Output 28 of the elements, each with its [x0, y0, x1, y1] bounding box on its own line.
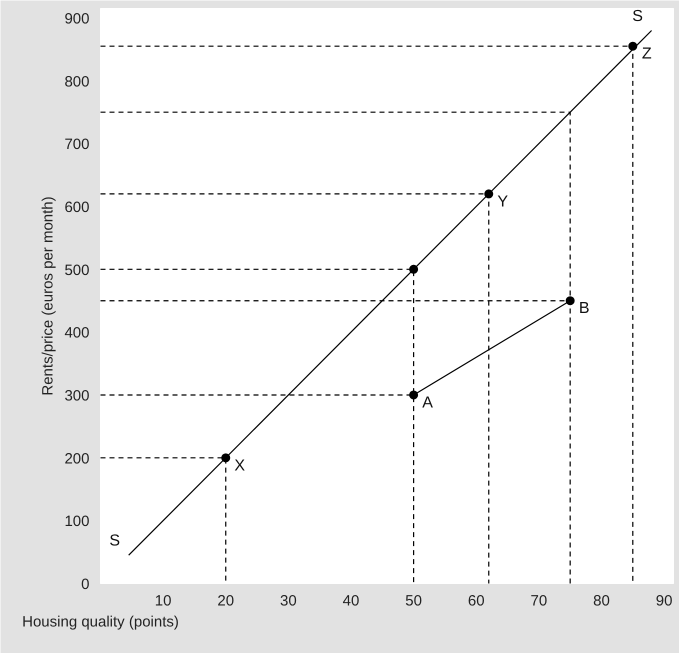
x-tick-label: 20 [217, 592, 234, 610]
y-tick-label: 700 [64, 136, 90, 154]
x-tick-label: 70 [530, 592, 548, 610]
x-tick-label: 50 [405, 592, 422, 610]
y-tick-label: 300 [64, 387, 90, 404]
x-axis-title: Housing quality (points) [22, 614, 179, 630]
annotation: Y [497, 193, 508, 210]
y-tick-label: 200 [64, 450, 90, 468]
x-tick-label: 30 [280, 592, 297, 610]
y-tick-label: 600 [64, 198, 90, 216]
annotation: S [109, 532, 120, 550]
annotation: S [632, 8, 643, 25]
y-tick-label: 400 [64, 324, 90, 342]
annotation: Z [642, 46, 652, 63]
y-tick-label: 100 [64, 513, 90, 530]
y-tick-label: 900 [64, 10, 90, 28]
annotation: A [422, 394, 434, 412]
x-tick-label: 80 [593, 592, 610, 610]
y-axis-title: Rents/price (euros per month) [39, 196, 56, 396]
annotation: B [578, 300, 590, 318]
y-tick-label: 800 [64, 73, 90, 90]
x-tick-label: 90 [656, 592, 672, 610]
y-tick-label: 500 [64, 262, 90, 279]
x-tick-label: 60 [468, 592, 485, 610]
x-tick-label: 10 [154, 592, 172, 610]
annotation: X [234, 457, 246, 474]
y-tick-label: 0 [81, 576, 90, 593]
x-tick-label: 40 [342, 592, 360, 610]
